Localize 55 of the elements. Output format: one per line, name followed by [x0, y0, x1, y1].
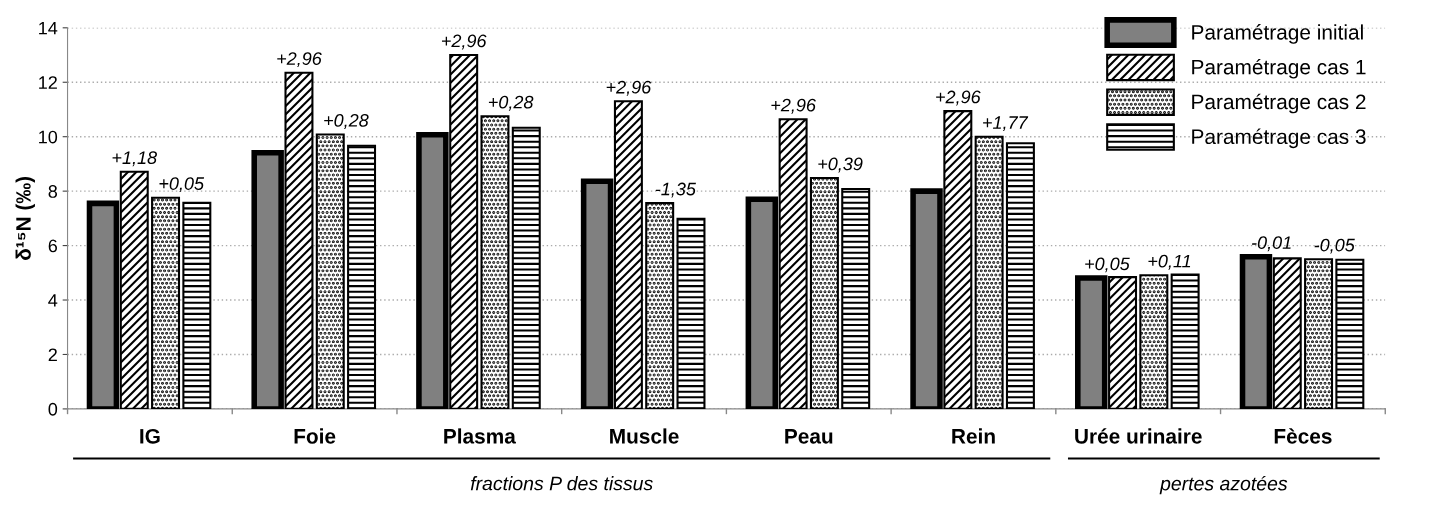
x-tick-label: Foie: [294, 428, 336, 444]
bar: [645, 202, 675, 409]
bar: [1005, 142, 1035, 409]
bar: [480, 115, 510, 409]
y-tick-label: 2: [48, 348, 57, 362]
y-tick-label: 6: [48, 239, 58, 253]
bar: [974, 135, 1004, 409]
annotation: +1,18: [112, 151, 157, 167]
y-tick-label: 14: [39, 21, 58, 35]
y-tick-label: 4: [48, 294, 58, 307]
bar: [151, 196, 181, 409]
x-tick-label: Rein: [952, 428, 995, 444]
annotation: -0,05: [1314, 238, 1355, 254]
legend-label: Paramétrage initial: [1192, 24, 1363, 44]
y-tick-label: 10: [39, 130, 58, 144]
y-tick-label: 0: [48, 402, 58, 416]
bar: [511, 126, 541, 409]
text: pertes azotées: [1159, 475, 1288, 495]
annotation: +1,77: [983, 116, 1029, 132]
bar: [1335, 258, 1365, 409]
legend-label: Paramétrage cas 1: [1192, 58, 1366, 79]
annotation: +0,11: [1148, 254, 1191, 270]
bar: [841, 187, 871, 409]
x-tick-label: Plasma: [444, 428, 516, 444]
annotation: +0,05: [159, 177, 205, 193]
bar: [347, 144, 377, 409]
annotation: +2,96: [441, 34, 487, 50]
annotation: +2,96: [771, 98, 816, 114]
y-axis-title: δ¹⁵N (‰): [15, 176, 35, 260]
bar: [676, 217, 706, 409]
bar: [809, 177, 839, 409]
bar: [1170, 273, 1200, 409]
annotation: +0,28: [324, 114, 369, 129]
legend-label: Paramétrage cas 3: [1192, 128, 1366, 149]
x-tick-label: Muscle: [610, 428, 679, 444]
legend-label: Paramétrage cas 2: [1192, 93, 1366, 114]
bar: [1139, 274, 1169, 409]
x-tick-label: Fèces: [1274, 428, 1332, 444]
annotation: +0,39: [818, 157, 863, 173]
y-tick-label: 8: [48, 185, 58, 198]
x-tick-label: Peau: [785, 429, 833, 444]
bar: [182, 201, 212, 409]
annotation: +2,96: [606, 80, 652, 96]
annotation: -1,35: [655, 182, 696, 198]
annotation: +0,05: [1085, 257, 1130, 273]
annotation: +0,28: [488, 95, 534, 111]
y-tick-label: 12: [39, 76, 57, 89]
bar: [315, 133, 345, 409]
bar: [1304, 258, 1334, 409]
text: fractions P des tissus: [470, 476, 653, 491]
x-tick-label: IG: [140, 428, 160, 444]
x-tick-label: Urée urinaire: [1075, 428, 1202, 444]
annotation: -0,01: [1251, 236, 1291, 252]
annotation: +2,96: [936, 90, 981, 106]
annotation: +2,96: [277, 52, 322, 68]
